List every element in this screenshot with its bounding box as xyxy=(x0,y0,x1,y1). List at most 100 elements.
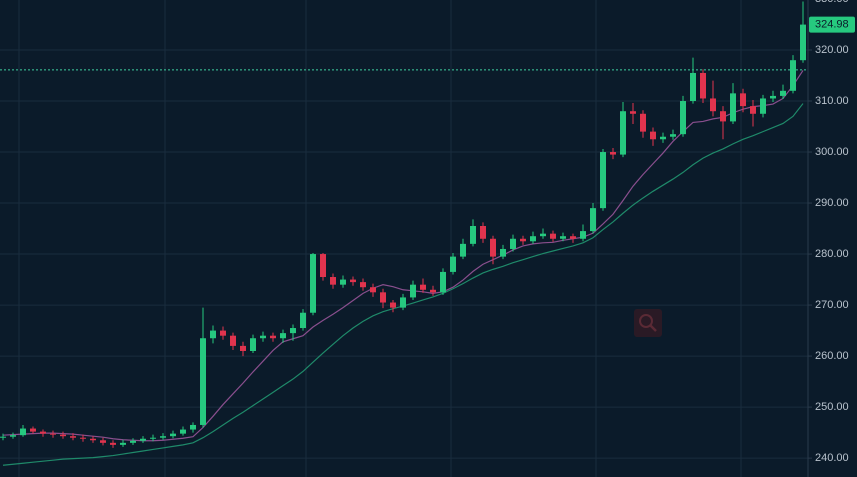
y-tick-label: 260.00 xyxy=(815,350,849,362)
candle-body xyxy=(120,442,126,445)
candle-body xyxy=(420,284,426,290)
y-tick-label: 310.00 xyxy=(815,95,849,107)
candle-body xyxy=(530,236,536,242)
candle-body xyxy=(590,208,596,232)
time-grid xyxy=(18,0,742,477)
y-tick-label: 290.00 xyxy=(815,197,849,209)
candle-body xyxy=(740,93,746,107)
candle-body xyxy=(750,106,756,114)
candle-body xyxy=(90,438,96,441)
candle-body xyxy=(410,284,416,298)
candles xyxy=(0,1,806,448)
candle-body xyxy=(340,279,346,285)
candle-body xyxy=(50,433,56,435)
y-tick-label: 300.00 xyxy=(815,146,849,158)
candle-body xyxy=(100,440,106,443)
candle-body xyxy=(550,233,556,239)
last-price-tag xyxy=(809,16,855,33)
candle-body xyxy=(360,282,366,288)
candle-body xyxy=(290,328,296,334)
candle-body xyxy=(760,98,766,114)
candle-body xyxy=(260,335,266,339)
candle-body xyxy=(240,345,246,351)
zoom-icon[interactable] xyxy=(634,309,662,337)
candle-body xyxy=(160,436,166,438)
y-axis: 240.00 250.00 260.00 270.00 280.00 290.00 300.… xyxy=(808,0,855,464)
candle-body xyxy=(230,335,236,346)
candle-body xyxy=(80,437,86,439)
candle-body xyxy=(450,256,456,272)
candle-body xyxy=(790,60,796,91)
candle-body xyxy=(510,238,516,249)
candle-body xyxy=(580,231,586,239)
candle-body xyxy=(140,438,146,441)
candle-body xyxy=(350,279,356,283)
candle-body xyxy=(30,428,36,432)
candle-body xyxy=(440,271,446,293)
candle-body xyxy=(600,152,606,209)
candle-body xyxy=(270,335,276,339)
candle-body xyxy=(40,431,46,434)
candle-body xyxy=(390,302,396,308)
candle-body xyxy=(280,333,286,339)
candle-body xyxy=(310,254,316,313)
candle-body xyxy=(430,289,436,293)
candle-body xyxy=(780,90,786,96)
candle-body xyxy=(490,238,496,257)
y-tick-label: 330.00 xyxy=(815,0,849,5)
candle-body xyxy=(540,233,546,237)
candle-body xyxy=(520,238,526,242)
candle-body xyxy=(670,134,676,137)
candle-body xyxy=(170,433,176,437)
candle-body xyxy=(620,111,626,155)
candle-body xyxy=(210,330,216,339)
candle-body xyxy=(0,436,6,438)
y-tick-label: 280.00 xyxy=(815,248,849,260)
candle-body xyxy=(680,101,686,135)
y-tick-label: 240.00 xyxy=(815,452,849,464)
candle-body xyxy=(320,254,326,278)
candle-body xyxy=(150,437,156,439)
candle-body xyxy=(480,226,486,239)
ma-line xyxy=(2,70,804,442)
candle-body xyxy=(610,152,616,155)
candle-body xyxy=(770,95,776,99)
candle-body xyxy=(10,435,16,437)
candle-body xyxy=(330,277,336,285)
candle-body xyxy=(70,436,76,438)
candle-body xyxy=(690,72,696,102)
candle-body xyxy=(700,72,706,99)
candle-body xyxy=(720,111,726,122)
candle-body xyxy=(630,111,636,114)
candle-body xyxy=(110,442,116,445)
candle-body xyxy=(710,98,716,112)
candle-body xyxy=(20,428,26,436)
candle-body xyxy=(370,287,376,293)
candle-body xyxy=(730,93,736,122)
candle-body xyxy=(180,429,186,434)
candle-body xyxy=(500,248,506,257)
candle-body xyxy=(660,136,666,140)
candle-body xyxy=(220,330,226,336)
y-tick-label: 250.00 xyxy=(815,401,849,413)
y-tick-label: 320.00 xyxy=(815,44,849,56)
candle-body xyxy=(190,424,196,430)
candle-body xyxy=(380,292,386,303)
y-tick-label: 270.00 xyxy=(815,299,849,311)
candle-body xyxy=(130,440,136,443)
candle-body xyxy=(650,131,656,140)
candle-body xyxy=(400,297,406,308)
candle-body xyxy=(460,243,466,257)
candle-body xyxy=(570,236,576,239)
candle-body xyxy=(470,226,476,244)
candle-body xyxy=(200,338,206,425)
last-price-label: 324.98 xyxy=(815,18,849,30)
candle-body xyxy=(250,338,256,351)
candle-body xyxy=(300,312,306,329)
candle-body xyxy=(640,113,646,132)
grid xyxy=(0,49,808,459)
candle-body xyxy=(60,434,66,437)
candle-body xyxy=(800,24,806,61)
